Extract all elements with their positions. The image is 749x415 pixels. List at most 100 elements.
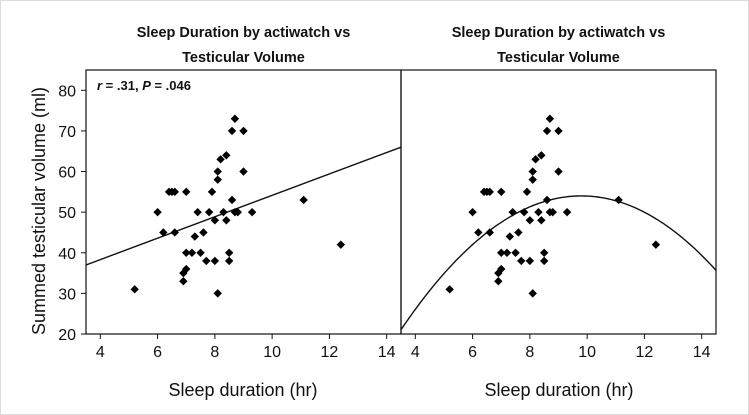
data-point-right-32 [542,126,552,136]
data-point-left-22 [213,175,222,184]
data-point-right-25 [531,155,540,164]
data-point-left-23 [213,289,222,298]
data-point-left-5 [170,187,179,197]
data-point-left-14 [193,207,202,217]
y-tick-label-60: 60 [58,165,76,182]
data-point-left-21 [210,216,220,225]
x-tick-label-left-8: 8 [210,344,219,361]
data-point-left-28 [222,216,231,225]
x-tick-label-left-10: 10 [263,344,281,361]
data-point-right-36 [554,167,563,176]
correlation-annotation: r = .31, P = .046 [97,78,191,93]
data-point-right-40 [651,240,661,249]
panel-title-line1-right: Sleep Duration by actiwatch vs [452,25,666,41]
x-tick-label-right-14: 14 [693,344,711,361]
x-tick-label-right-12: 12 [636,344,654,361]
y-tick-label-30: 30 [58,286,76,303]
data-point-left-34 [230,114,240,123]
data-point-right-23 [528,289,537,298]
y-tick-label-40: 40 [58,246,76,263]
data-point-right-7 [494,277,503,286]
data-point-left-20 [210,256,220,266]
data-point-right-30 [539,248,549,257]
data-point-right-0 [445,285,454,294]
data-point-left-38 [247,207,257,217]
data-point-left-26 [219,207,228,217]
data-point-left-40 [336,240,346,249]
panel-right: Sleep Duration by actiwatch vs Testicular… [400,25,717,361]
data-point-left-30 [224,248,234,257]
data-point-right-22 [528,175,537,184]
data-point-right-34 [545,114,555,123]
y-tick-label-50: 50 [58,205,76,222]
fit-line-right [400,195,716,331]
data-point-right-24 [528,167,537,176]
data-point-left-27 [222,151,231,160]
data-point-left-39 [299,195,308,205]
data-point-right-35 [548,207,557,217]
data-point-left-19 [207,187,217,197]
x-tick-label-right-10: 10 [578,344,596,361]
p-value: = .046 [151,78,191,93]
data-point-right-11 [497,187,506,197]
x-tick-label-right-8: 8 [525,344,534,361]
data-point-left-18 [204,207,214,217]
data-point-left-0 [130,285,139,294]
panel-left: Sleep Duration by actiwatch vs Testicular… [58,25,402,361]
data-point-right-29 [539,256,549,266]
data-point-left-6 [170,228,179,237]
data-point-left-2 [159,228,168,237]
data-point-right-15 [511,248,520,257]
y-tick-label-80: 80 [58,83,76,100]
panel-title-line1-left: Sleep Duration by actiwatch vs [137,25,351,41]
data-point-left-32 [227,126,237,136]
x-tick-label-left-12: 12 [321,344,339,361]
data-point-right-38 [562,207,572,217]
data-point-right-16 [514,228,523,237]
data-point-left-37 [239,126,248,136]
data-point-right-18 [519,207,529,217]
y-tick-label-70: 70 [58,124,76,141]
data-point-left-16 [199,228,208,237]
r-value: = .31, [102,78,142,93]
data-point-left-31 [227,195,237,205]
plot-frame-right [400,69,717,335]
data-point-right-31 [542,195,552,205]
data-point-right-14 [508,207,517,217]
data-point-left-11 [182,187,191,197]
data-point-right-13 [505,232,515,241]
data-point-left-9 [182,264,191,274]
data-point-left-36 [239,167,248,176]
data-point-right-12 [502,248,512,257]
data-point-left-7 [179,277,188,286]
data-point-right-10 [497,248,506,257]
data-point-right-1 [468,207,477,217]
panel-title-line2-right: Testicular Volume [497,50,620,66]
data-point-left-35 [233,207,242,217]
x-tick-label-right-6: 6 [468,344,477,361]
data-point-right-20 [525,256,535,266]
data-point-left-12 [187,248,197,257]
x-tick-label-left-6: 6 [153,344,162,361]
data-point-left-10 [182,248,191,257]
data-point-right-37 [554,126,563,136]
data-point-left-1 [153,207,162,217]
p-letter: P [142,78,151,93]
x-tick-label-left-4: 4 [96,344,105,361]
data-point-right-39 [614,195,623,205]
x-tick-label-left-14: 14 [378,344,396,361]
data-point-right-28 [537,216,546,225]
data-point-left-25 [216,155,225,164]
data-point-right-21 [525,216,535,225]
x-axis-title-left: Sleep duration (hr) [168,380,317,400]
panel-title-line2-left: Testicular Volume [182,50,305,66]
data-point-left-17 [202,256,211,266]
data-point-right-19 [522,187,532,197]
data-point-right-5 [485,187,494,197]
data-point-right-17 [517,256,526,266]
x-tick-label-right-4: 4 [411,344,420,361]
data-point-right-9 [497,264,506,274]
data-point-right-27 [537,151,546,160]
